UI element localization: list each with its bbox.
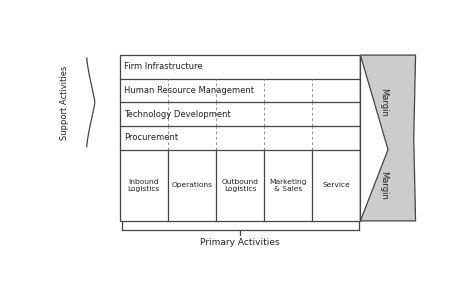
Text: Support Activities: Support Activities bbox=[60, 65, 69, 139]
Polygon shape bbox=[360, 55, 388, 221]
Text: Human Resource Management: Human Resource Management bbox=[124, 86, 254, 95]
Text: Firm Infrastructure: Firm Infrastructure bbox=[124, 62, 203, 71]
Text: Operations: Operations bbox=[172, 182, 212, 188]
Text: Primary Activities: Primary Activities bbox=[201, 238, 280, 247]
Text: Procurement: Procurement bbox=[124, 133, 178, 142]
Polygon shape bbox=[360, 55, 416, 221]
Text: Inbound
Logistics: Inbound Logistics bbox=[128, 179, 160, 192]
Text: Marketing
& Sales: Marketing & Sales bbox=[270, 179, 307, 192]
Text: Service: Service bbox=[322, 182, 350, 188]
Text: Margin: Margin bbox=[379, 88, 388, 117]
Text: Technology Development: Technology Development bbox=[124, 110, 231, 119]
Text: Margin: Margin bbox=[379, 171, 388, 200]
Bar bbox=[120, 55, 360, 221]
Text: Outbound
Logistics: Outbound Logistics bbox=[222, 179, 259, 192]
